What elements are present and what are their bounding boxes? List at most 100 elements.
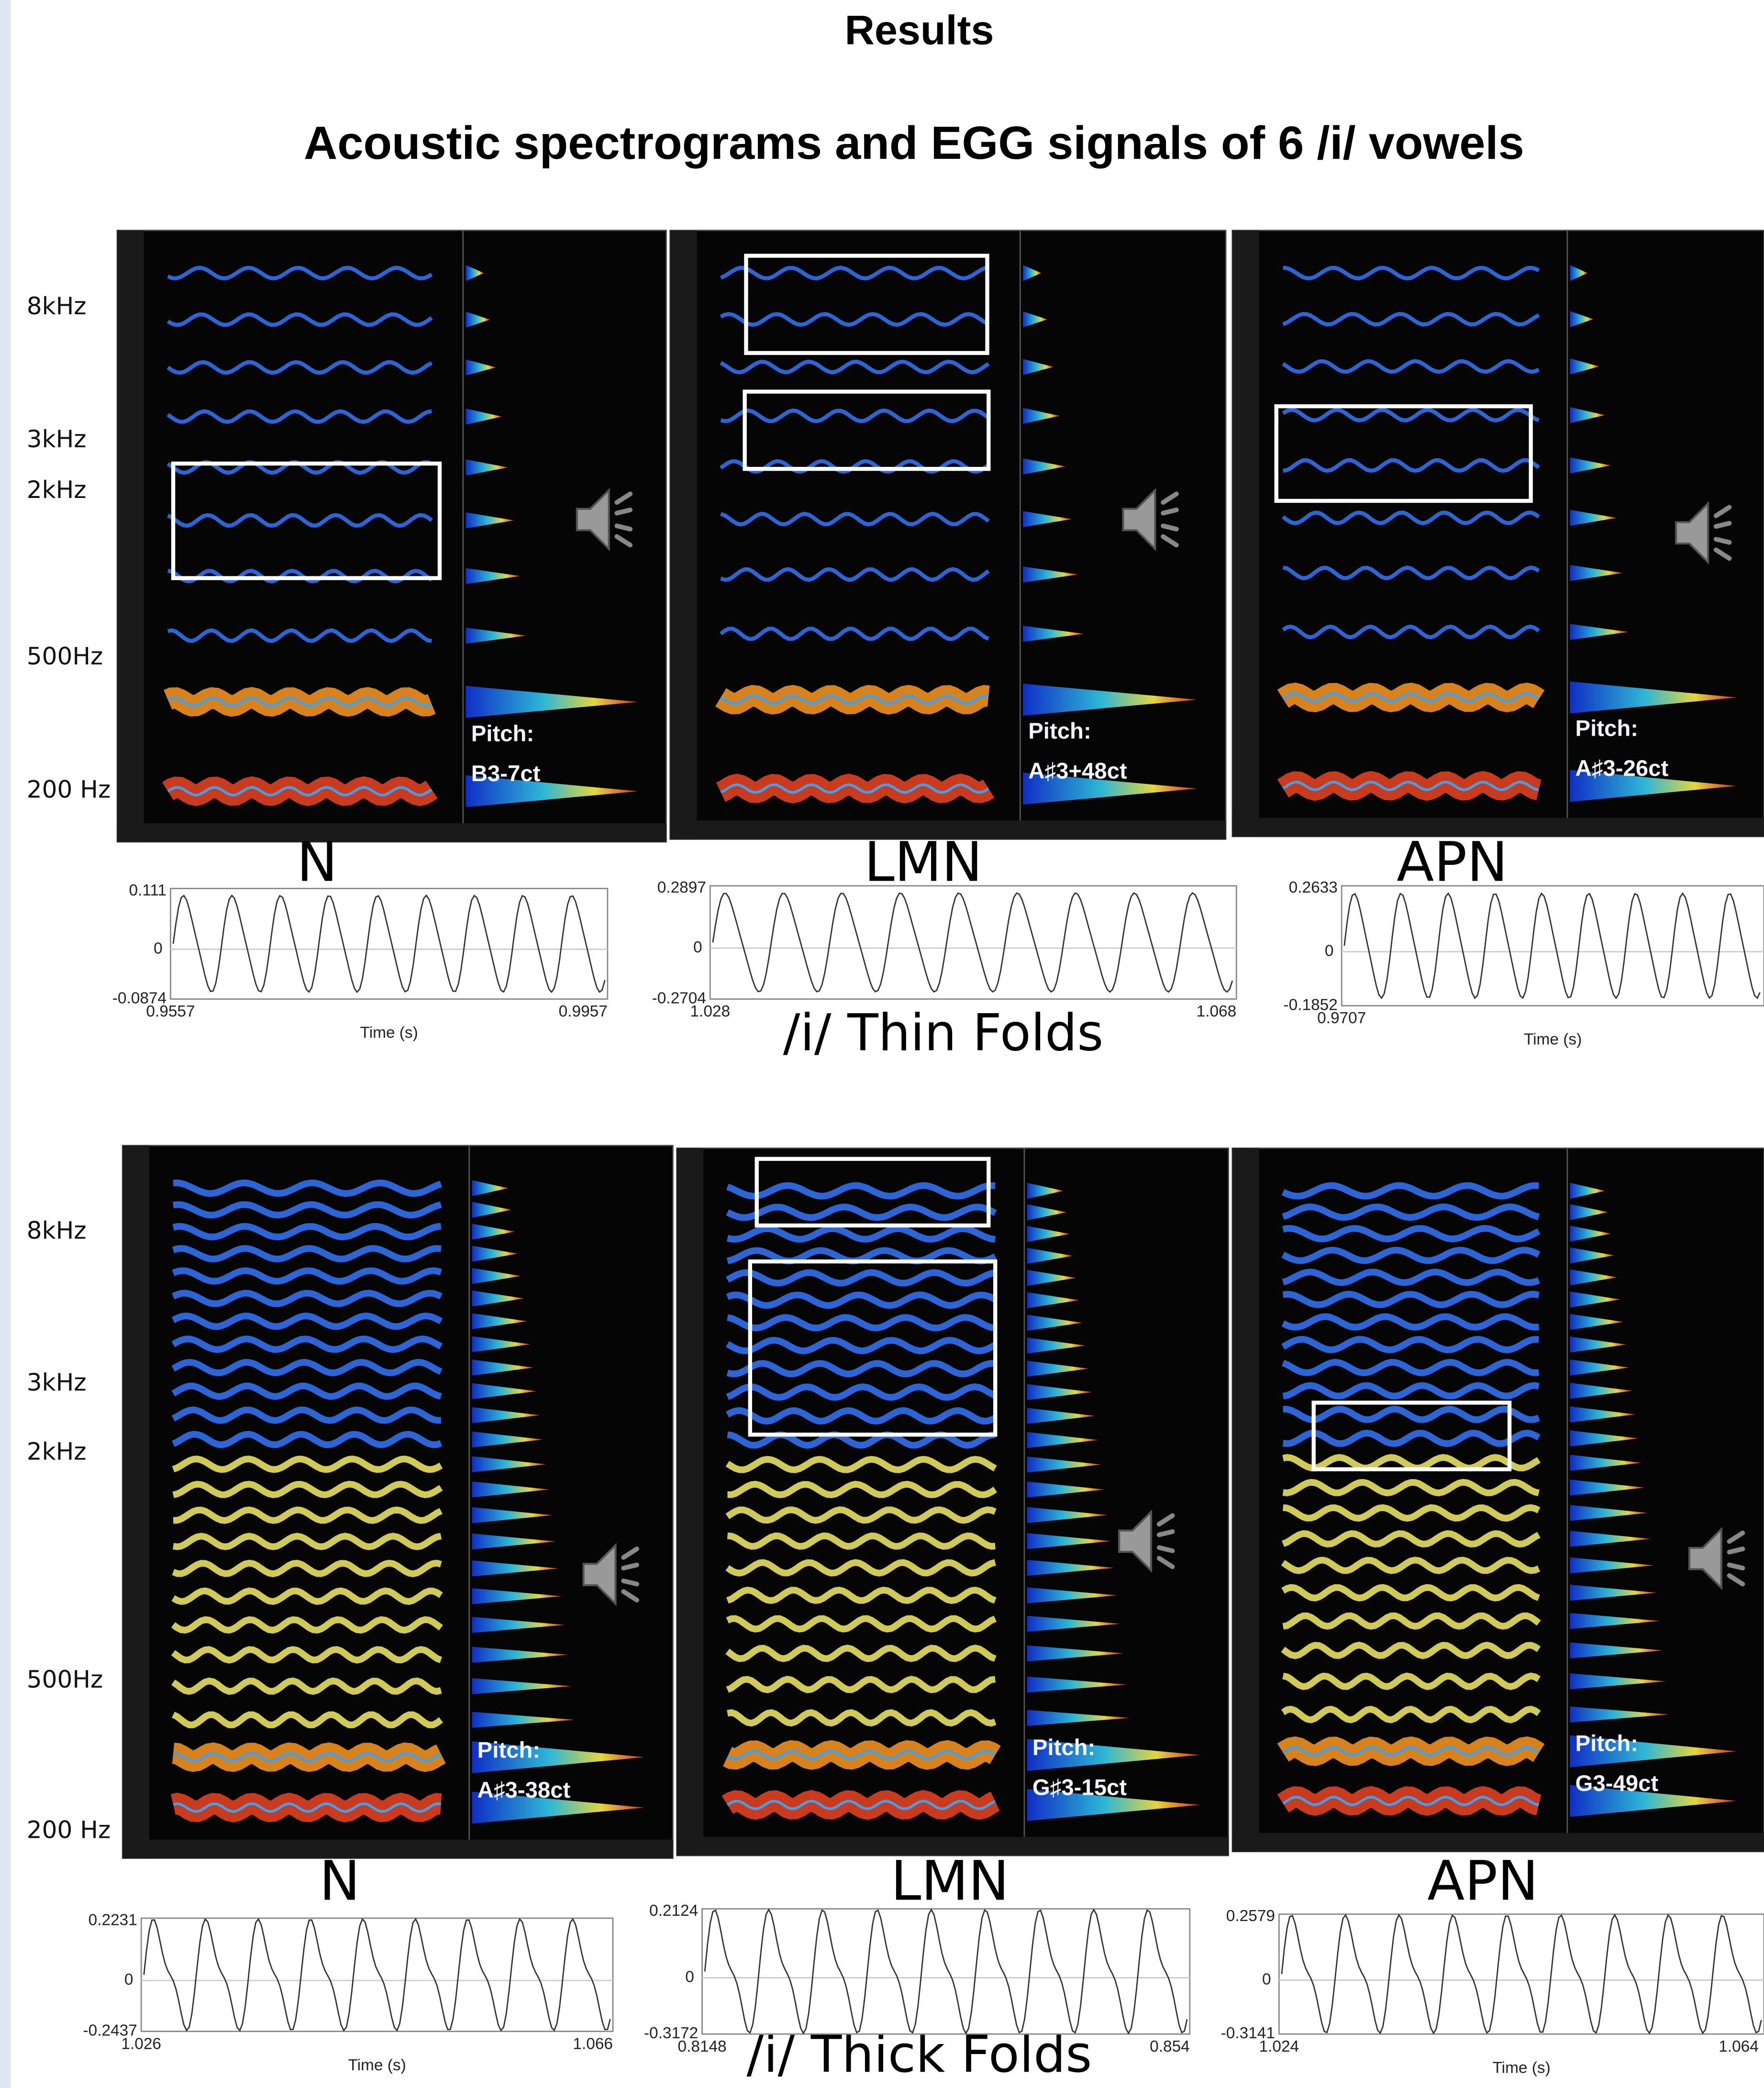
frequency-label: 3kHz bbox=[27, 1368, 87, 1396]
spectrum-peak bbox=[472, 1180, 509, 1196]
egg-waveform bbox=[712, 892, 1233, 993]
harmonic-band bbox=[1281, 1336, 1539, 1354]
spectrum-peak bbox=[1027, 1507, 1108, 1523]
egg-y-zero: 0 bbox=[1262, 1970, 1271, 1988]
egg-frame bbox=[1341, 885, 1764, 1006]
frequency-label: 8kHz bbox=[27, 292, 87, 320]
harmonic-band bbox=[172, 1245, 442, 1263]
egg-x-max: 1.066 bbox=[573, 2035, 613, 2053]
spectrum-peak bbox=[1023, 408, 1060, 424]
spectrogram-background bbox=[1231, 1148, 1764, 1853]
spectrum-peak bbox=[1027, 1533, 1111, 1549]
panel-label: LMN bbox=[864, 830, 982, 894]
egg-x-label: Time (s) bbox=[360, 1024, 418, 1042]
harmonic-band bbox=[171, 1312, 443, 1330]
pitch-label: Pitch: bbox=[477, 1737, 540, 1763]
highlight-box bbox=[754, 1157, 991, 1228]
harmonic-band bbox=[726, 1407, 997, 1425]
spectrum-peak bbox=[1027, 1384, 1092, 1400]
harmonic-band bbox=[171, 1677, 442, 1695]
spectrum-peak bbox=[1570, 1455, 1642, 1471]
spectrum-peak bbox=[1570, 1613, 1660, 1629]
highlight-box bbox=[743, 389, 991, 471]
speaker-wave bbox=[1156, 1513, 1175, 1527]
harmonic-band bbox=[720, 627, 990, 641]
speaker-wave bbox=[1156, 1529, 1175, 1537]
speaker-icon bbox=[1118, 1509, 1175, 1573]
frequency-label: 500Hz bbox=[27, 642, 103, 670]
egg-y-zero: 0 bbox=[685, 1968, 694, 1986]
spectrogram: Pitch: B3-7ct bbox=[116, 230, 667, 843]
spectrum-peak bbox=[1027, 1587, 1118, 1603]
speaker-wave bbox=[1713, 520, 1732, 529]
egg-y-max: 0.111 bbox=[129, 882, 166, 899]
axis-strip bbox=[1232, 1148, 1259, 1852]
harmonic-band bbox=[1283, 458, 1540, 473]
spectrum-peak bbox=[1027, 1408, 1095, 1424]
speaker-wave bbox=[614, 534, 633, 548]
spectrum-peak bbox=[1570, 1226, 1611, 1242]
spectrum-peak bbox=[1570, 1785, 1737, 1817]
spectrum-peak bbox=[1570, 1291, 1620, 1308]
frequency-label: 200 Hz bbox=[27, 1815, 111, 1844]
spectrum-peak bbox=[472, 1712, 575, 1728]
spectrum-peak bbox=[1570, 1182, 1605, 1199]
speaker-icon bbox=[582, 1543, 639, 1606]
highlight-box bbox=[171, 461, 442, 580]
harmonic-band bbox=[1282, 1269, 1540, 1286]
spectrum-peak bbox=[1570, 1480, 1645, 1496]
spectrum-peak bbox=[1027, 1739, 1200, 1771]
spectrum-peak bbox=[1570, 265, 1588, 281]
panel-label: APN bbox=[1427, 1849, 1538, 1913]
spectrum-peak bbox=[1570, 1430, 1639, 1447]
frequency-label: 2kHz bbox=[27, 475, 87, 504]
harmonic-band bbox=[1282, 359, 1540, 374]
time-axis-strip bbox=[670, 820, 1226, 840]
spectrum-peak bbox=[1023, 511, 1072, 527]
harmonic-core bbox=[1282, 780, 1539, 792]
speaker-wave bbox=[1713, 505, 1732, 519]
harmonic-band bbox=[171, 1359, 443, 1377]
harmonic-band bbox=[725, 1456, 997, 1473]
spectrum-peak bbox=[1570, 407, 1605, 423]
harmonic-band bbox=[1282, 1672, 1541, 1690]
spectrogram: Pitch: G3-49ct bbox=[1231, 1148, 1764, 1853]
egg-y-max: 0.2897 bbox=[657, 879, 706, 896]
egg-frame bbox=[709, 885, 1237, 1000]
egg-x-max: 0.9957 bbox=[559, 1003, 608, 1020]
spectrum-peak bbox=[1023, 773, 1198, 805]
spectrum-peak bbox=[1027, 1315, 1083, 1331]
spectrum-peak bbox=[472, 1533, 556, 1550]
spectrum-peak bbox=[472, 1268, 521, 1284]
spectrum-peak bbox=[472, 1588, 562, 1604]
spectrum-peak bbox=[1027, 1432, 1098, 1448]
speaker-wave bbox=[614, 523, 633, 531]
harmonic-core bbox=[167, 696, 433, 707]
harmonic-core bbox=[173, 1752, 442, 1763]
pitch-label: Pitch: bbox=[1575, 716, 1638, 741]
spectrum-peak bbox=[1570, 457, 1611, 474]
harmonic-band bbox=[726, 1292, 997, 1309]
egg-y-min: -0.2437 bbox=[83, 2022, 137, 2039]
egg-frame bbox=[701, 1908, 1191, 2035]
speaker-wave bbox=[1713, 547, 1732, 561]
egg-x-min: 1.026 bbox=[121, 2035, 161, 2053]
pitch-note: G♯3-15ct bbox=[1032, 1775, 1127, 1800]
harmonic-band bbox=[720, 511, 990, 527]
egg-frame bbox=[140, 1917, 614, 2033]
harmonic-band bbox=[172, 1223, 442, 1240]
harmonic-band bbox=[172, 1533, 442, 1550]
speaker-wave bbox=[1156, 1556, 1175, 1569]
harmonic-band bbox=[172, 1267, 442, 1285]
harmonic-band bbox=[726, 1247, 997, 1265]
axis-strip bbox=[670, 230, 697, 840]
pitch-note: A♯3-26ct bbox=[1575, 756, 1669, 781]
egg-x-max: 1.064 bbox=[1719, 2038, 1759, 2055]
spectrum-peak bbox=[1570, 1706, 1669, 1723]
spectrum-peak bbox=[1570, 1584, 1657, 1601]
egg-y-min: -0.2704 bbox=[652, 989, 706, 1007]
harmonic-band bbox=[173, 1506, 443, 1524]
harmonic-band bbox=[1283, 265, 1540, 281]
egg-y-min: -0.3141 bbox=[1221, 2024, 1275, 2042]
egg-x-max: 1.068 bbox=[1197, 1003, 1237, 1020]
